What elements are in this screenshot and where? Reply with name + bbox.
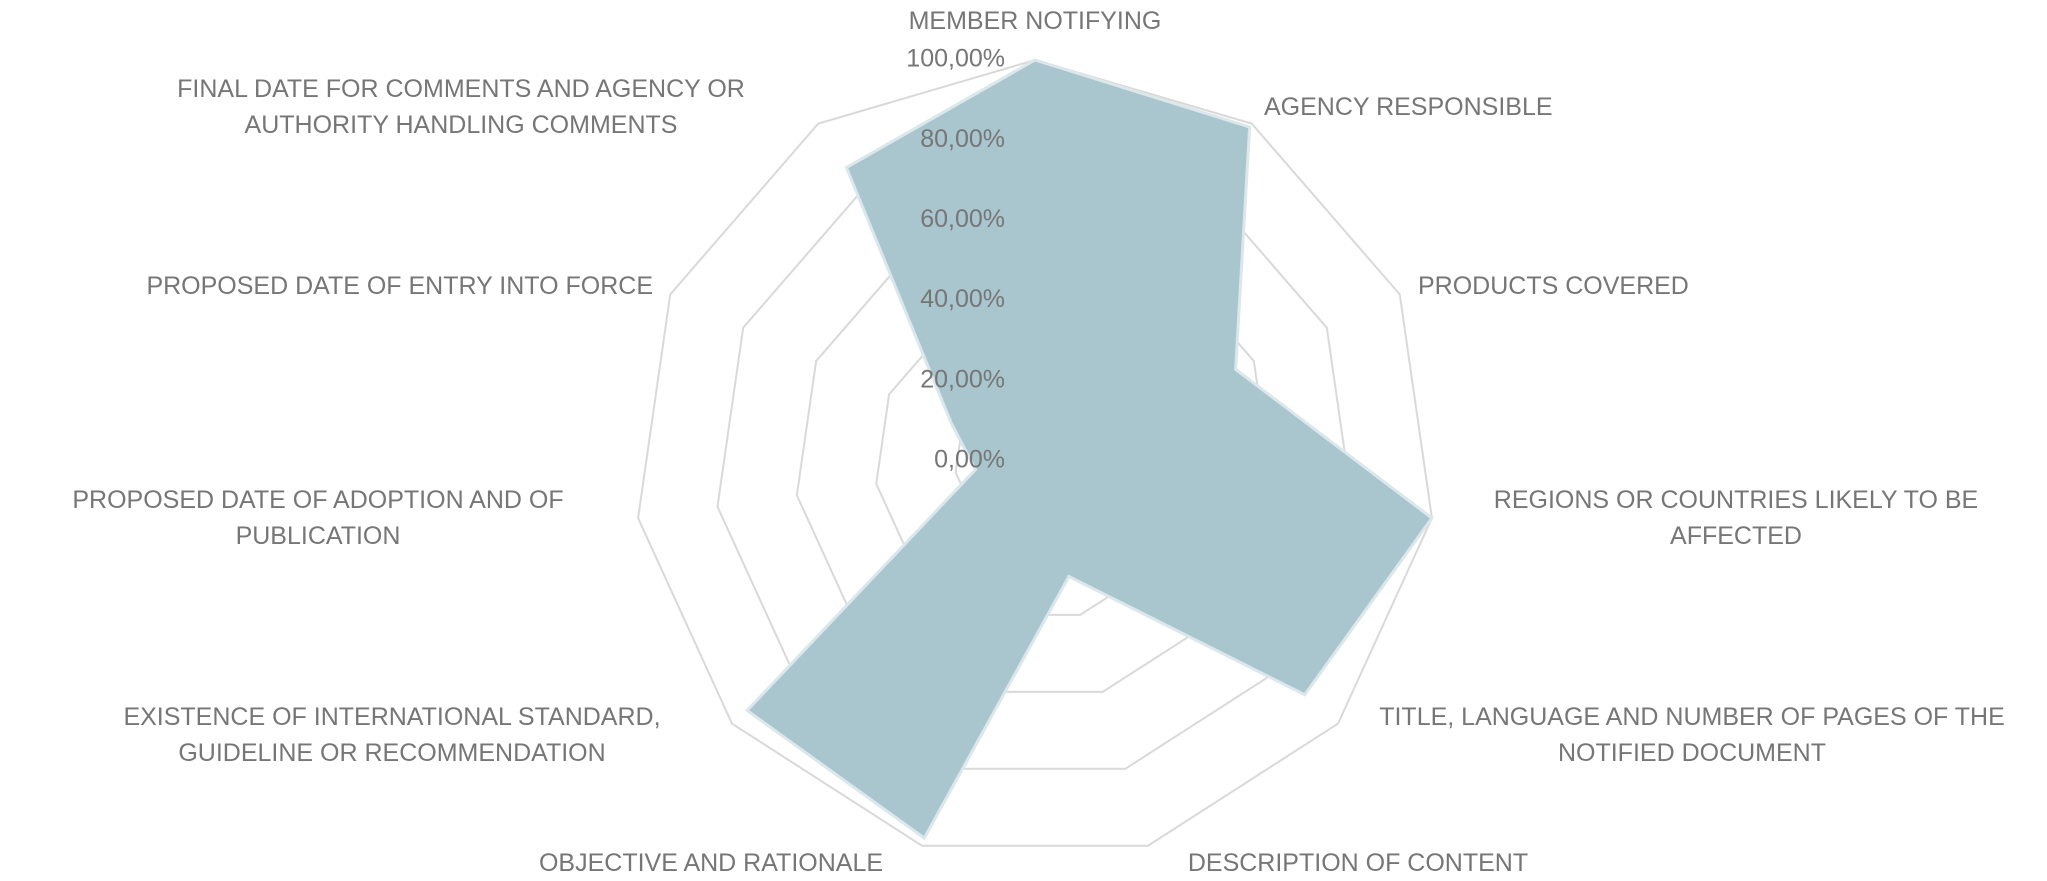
axis-tick-label: 0,00% [934,446,1005,474]
category-label: REGIONS OR COUNTRIES LIKELY TO BE AFFECT… [1493,486,1979,550]
category-label: DESCRIPTION OF CONTENT [1187,849,1529,877]
category-label: MEMBER NOTIFYING [908,7,1162,35]
category-label: PROPOSED DATE OF ENTRY INTO FORCE [146,272,653,300]
axis-tick-label: 80,00% [920,125,1005,153]
category-label: FINAL DATE FOR COMMENTS AND AGENCY OR AU… [177,75,745,139]
axis-tick-label: 60,00% [920,205,1005,233]
grid-ring [795,219,1275,693]
axis-tick-label: 40,00% [920,285,1005,313]
grid-ring [637,58,1433,847]
axis-tick-label: 100,00% [906,45,1005,73]
category-label: EXISTENCE OF INTERNATIONAL STANDARD, GUI… [123,703,661,767]
category-label: OBJECTIVE AND RATIONALE [538,849,884,877]
axis-tick-label: 20,00% [920,365,1005,393]
category-label: PROPOSED DATE OF ADOPTION AND OF PUBLICA… [72,486,564,550]
category-label: AGENCY RESPONSIBLE [1264,93,1553,121]
data-area [744,58,1434,841]
category-label: PRODUCTS COVERED [1418,272,1689,300]
category-label: TITLE, LANGUAGE AND NUMBER OF PAGES OF T… [1379,703,2005,767]
grid-ring [716,139,1354,770]
